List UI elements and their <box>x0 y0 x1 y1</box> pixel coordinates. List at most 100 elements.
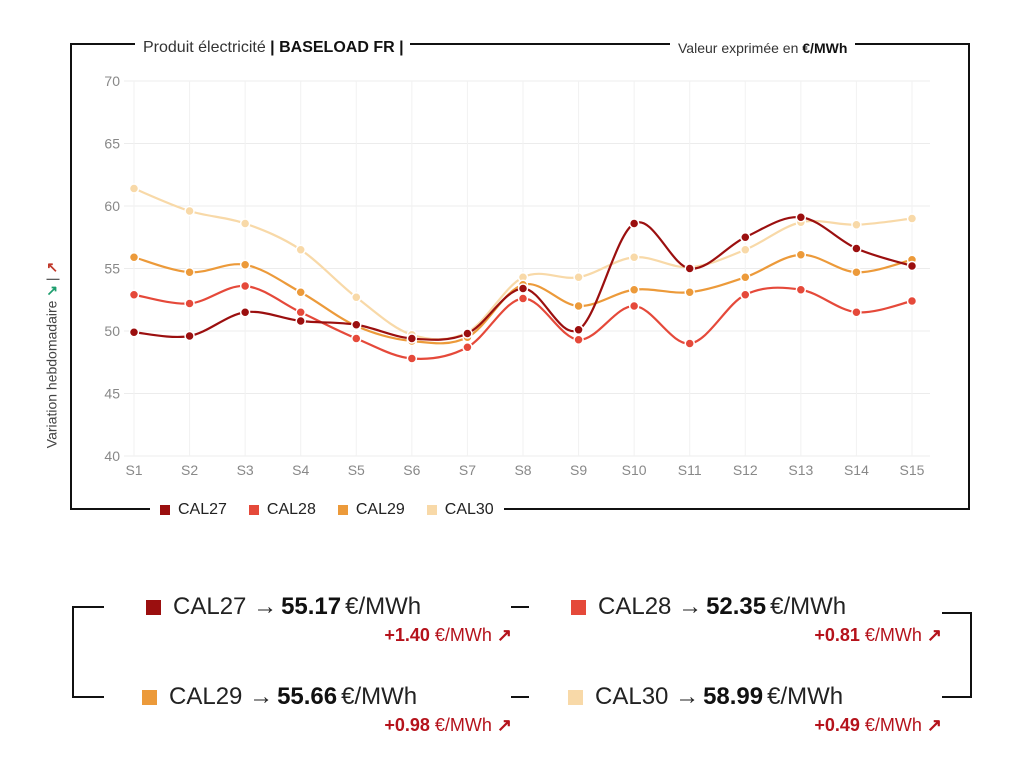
data-point-cal28 <box>795 284 807 295</box>
data-point-cal30 <box>295 244 306 255</box>
data-point-cal30 <box>906 213 918 224</box>
summary-value-cal27: 55.17 <box>281 593 342 620</box>
data-point-cal28 <box>628 300 640 312</box>
data-point-cal28 <box>239 280 251 292</box>
data-point-cal28 <box>462 342 473 353</box>
chart-frame-left <box>70 43 72 509</box>
data-point-cal28 <box>128 289 140 300</box>
data-point-cal27 <box>795 212 807 223</box>
data-point-cal30 <box>184 205 195 217</box>
data-point-cal30 <box>851 219 862 230</box>
legend-item-cal28[interactable]: CAL28 <box>248 501 316 519</box>
data-point-cal28 <box>406 353 418 364</box>
data-point-cal29 <box>184 267 195 278</box>
y-tick-label: 60 <box>104 198 120 214</box>
data-point-cal27 <box>351 319 362 330</box>
x-tick-label: S11 <box>678 462 702 478</box>
data-point-cal27 <box>851 243 862 254</box>
x-tick-label: S15 <box>900 462 925 478</box>
x-tick-label: S6 <box>403 462 420 478</box>
data-point-cal28 <box>684 338 695 349</box>
data-point-cal28 <box>740 289 751 300</box>
summary-delta-unit-cal30: €/MWh <box>864 715 922 735</box>
summary-line-left-top <box>72 606 104 608</box>
data-point-cal28 <box>351 333 362 344</box>
product-prefix: Produit électricité <box>143 39 266 56</box>
summary-unit-cal29: €/MWh <box>341 683 418 710</box>
data-point-cal27 <box>295 315 306 327</box>
legend-item-cal29[interactable]: CAL29 <box>337 501 405 519</box>
y-tick-label: 45 <box>104 386 120 402</box>
data-point-cal29 <box>795 249 807 260</box>
trend-up-icon: ↗ <box>496 715 512 735</box>
chart-header-unit: Valeur exprimée en €/MWh <box>670 38 856 58</box>
data-point-cal27 <box>684 263 695 274</box>
data-point-cal27 <box>573 324 584 335</box>
data-point-cal29 <box>239 259 251 270</box>
legend-label-cal30: CAL30 <box>444 501 494 518</box>
legend-item-cal30[interactable]: CAL30 <box>426 501 494 519</box>
legend-swatch-cal30 <box>426 505 437 515</box>
summary-unit-cal30: €/MWh <box>767 683 844 710</box>
summary-swatch-cal27 <box>146 599 161 615</box>
y-tick-label: 40 <box>104 448 120 464</box>
summary-value-cal28: 52.35 <box>706 593 767 620</box>
series-line-cal28 <box>133 284 913 360</box>
data-point-cal27 <box>628 218 640 229</box>
summary-line-left-vertical <box>72 606 74 698</box>
summary-arrow-cal29: → <box>249 683 274 710</box>
legend-label-cal28: CAL28 <box>266 501 316 518</box>
data-point-cal27 <box>740 232 751 243</box>
data-point-cal29 <box>573 300 584 312</box>
data-point-cal27 <box>517 283 529 294</box>
unit-label: €/MWh <box>802 40 848 56</box>
data-point-cal29 <box>128 252 140 263</box>
chart-frame-bottom <box>70 508 970 510</box>
summary-swatch-cal28 <box>571 599 586 615</box>
legend-label-cal27: CAL27 <box>178 501 227 518</box>
trend-up-icon: ↗ <box>926 715 942 735</box>
x-tick-label: S13 <box>788 462 813 478</box>
summary-line-left-bottom <box>72 696 104 698</box>
summary-cal30: CAL30 → 58.99 €/MWh +0.49 €/MWh ↗ <box>568 683 942 736</box>
summary-name-cal27: CAL27 <box>173 593 247 620</box>
summary-name-cal28: CAL28 <box>598 593 672 620</box>
x-tick-label: S7 <box>459 462 476 478</box>
data-point-cal28 <box>184 298 195 309</box>
data-point-cal28 <box>573 334 584 345</box>
data-point-cal30 <box>239 218 251 229</box>
y-tick-label: 65 <box>104 136 120 152</box>
summary-delta-cal28: +0.81 <box>814 625 860 645</box>
chart-header-product: Produit électricité | BASELOAD FR | <box>135 38 410 58</box>
summary-arrow-cal27: → <box>253 593 278 620</box>
data-point-cal30 <box>351 292 362 303</box>
legend-swatch-cal29 <box>337 505 348 515</box>
x-tick-label: S12 <box>733 462 758 478</box>
data-point-cal30 <box>740 244 751 255</box>
x-tick-label: S8 <box>514 462 531 478</box>
data-point-cal28 <box>851 307 862 318</box>
data-point-cal29 <box>684 287 695 298</box>
legend-item-cal27[interactable]: CAL27 <box>160 501 227 519</box>
x-tick-label: S9 <box>570 462 587 478</box>
summary-cal28: CAL28 → 52.35 €/MWh +0.81 €/MWh ↗ <box>571 593 942 646</box>
summary-value-cal30: 58.99 <box>703 683 764 710</box>
data-point-cal27 <box>184 330 195 342</box>
legend-label-cal29: CAL29 <box>355 501 405 518</box>
data-point-cal30 <box>128 183 140 194</box>
summary-cal29: CAL29 → 55.66 €/MWh +0.98 €/MWh ↗ <box>142 683 512 736</box>
x-tick-label: S1 <box>125 462 142 478</box>
data-point-cal27 <box>239 307 251 318</box>
x-tick-label: S10 <box>622 462 647 478</box>
trend-up-icon: ↗ <box>926 625 942 645</box>
summary-name-cal30: CAL30 <box>595 683 669 710</box>
summary-delta-cal29: +0.98 <box>384 715 430 735</box>
y-tick-label: 55 <box>104 261 120 277</box>
summary-line-mid-top <box>511 606 529 608</box>
summary-cal27: CAL27 → 55.17 €/MWh +1.40 €/MWh ↗ <box>146 593 512 646</box>
summary-delta-unit-cal29: €/MWh <box>434 715 492 735</box>
data-point-cal28 <box>295 307 306 318</box>
data-point-cal30 <box>573 272 584 283</box>
summary-name-cal29: CAL29 <box>169 683 243 710</box>
